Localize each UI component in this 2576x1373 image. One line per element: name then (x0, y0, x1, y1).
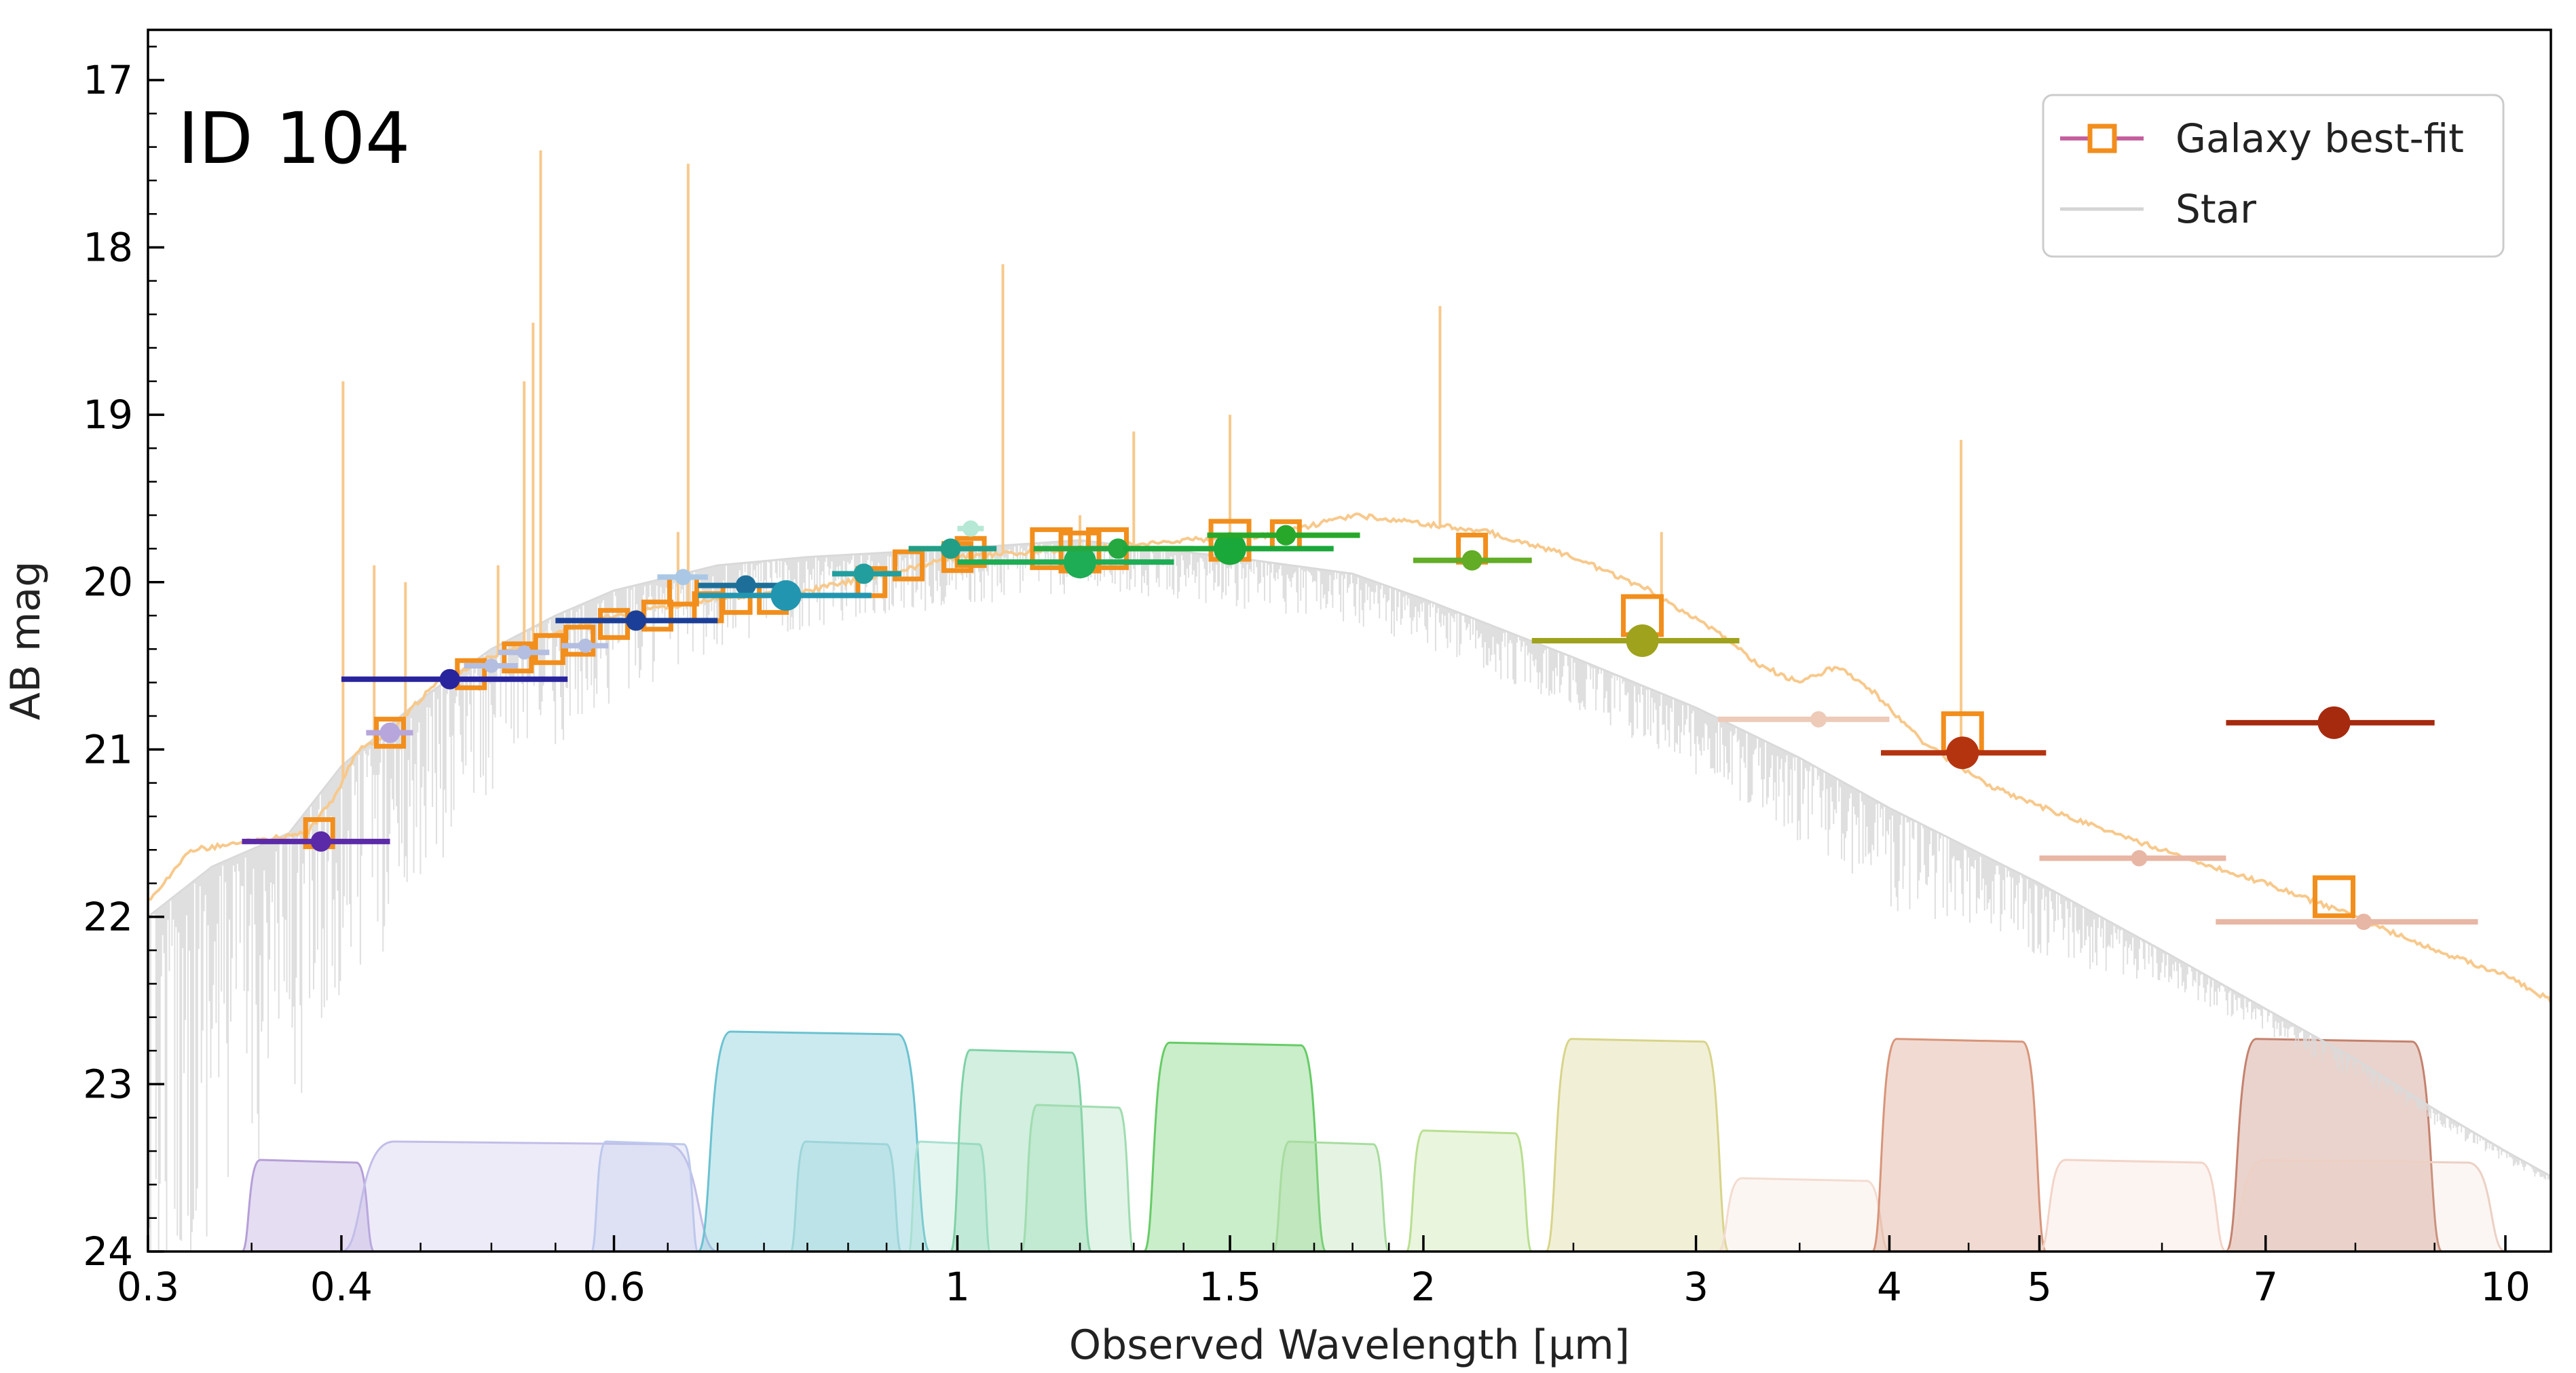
filter-curve-6 (950, 1049, 1092, 1252)
filter-curve-15 (2225, 1038, 2444, 1252)
y-tick-label-0: 17 (83, 57, 133, 103)
plot-frame (147, 29, 2552, 1253)
data-point-23 (2355, 914, 2372, 930)
legend-star-label: Star (2176, 186, 2256, 232)
chart-title: ID 104 (178, 97, 410, 180)
x-tick-label-9: 7 (2253, 1264, 2278, 1310)
filter-curve-0 (240, 1159, 375, 1252)
model-point-13 (893, 549, 925, 582)
y-tick-label-6: 23 (83, 1061, 133, 1107)
data-point-12 (963, 520, 979, 537)
x-tick-label-10: 10 (2480, 1264, 2531, 1310)
filter-curve-13 (1871, 1038, 2047, 1252)
data-point-10 (853, 563, 874, 584)
data-point-0 (310, 831, 331, 852)
data-point-16 (1275, 525, 1296, 546)
filter-curve-4 (789, 1140, 903, 1252)
y-tick-label-2: 19 (83, 392, 133, 438)
model-point-3 (502, 641, 534, 674)
model-point-5 (563, 624, 596, 657)
y-axis-label: AB mag (2, 561, 50, 721)
x-tick-label-5: 2 (1411, 1264, 1436, 1310)
legend: Galaxy best-fit Star (2042, 94, 2505, 258)
data-point-5 (578, 638, 593, 653)
data-point-11 (940, 538, 961, 559)
y-tick-label-7: 24 (83, 1228, 133, 1275)
x-tick-label-8: 5 (2027, 1264, 2052, 1310)
data-point-13 (1064, 546, 1097, 579)
y-tick-label-3: 20 (83, 559, 133, 605)
model-point-4 (533, 633, 565, 665)
data-point-1 (379, 722, 400, 743)
y-tick-label-4: 21 (83, 726, 133, 772)
x-tick-label-6: 3 (1683, 1264, 1709, 1310)
data-point-6 (625, 610, 646, 631)
data-point-15 (1214, 532, 1247, 565)
model-point-24 (2313, 875, 2356, 918)
data-point-7 (675, 569, 692, 586)
filter-curve-11 (1545, 1038, 1730, 1252)
data-point-14 (1108, 538, 1129, 559)
data-point-2 (439, 669, 460, 690)
filter-curve-12 (1717, 1177, 1890, 1252)
data-point-4 (517, 645, 531, 660)
legend-galaxy-marker (2087, 124, 2117, 153)
observed-photometry (242, 520, 2478, 930)
filter-curve-9 (1272, 1140, 1390, 1252)
x-axis-label: Observed Wavelength [μm] (1069, 1321, 1630, 1369)
data-point-3 (484, 658, 499, 673)
data-point-17 (1461, 550, 1482, 571)
data-point-19 (1810, 711, 1827, 728)
x-tick-label-0: 0.3 (117, 1264, 179, 1310)
data-point-8 (735, 575, 756, 596)
filter-curve-5 (908, 1140, 992, 1252)
filter-curve-2 (590, 1140, 699, 1252)
data-point-20 (1946, 736, 1979, 770)
legend-galaxy-label: Galaxy best-fit (2176, 115, 2464, 162)
x-tick-label-4: 1.5 (1199, 1264, 1261, 1310)
x-tick-label-2: 0.6 (582, 1264, 645, 1310)
filter-curve-14 (2038, 1159, 2227, 1252)
data-point-9 (770, 580, 802, 611)
y-tick-label-5: 22 (83, 894, 133, 940)
x-tick-label-1: 0.4 (310, 1264, 373, 1310)
filter-curve-16 (2225, 1159, 2506, 1252)
filter-curve-7 (1020, 1104, 1135, 1252)
data-point-22 (2317, 706, 2351, 739)
data-point-21 (2131, 850, 2148, 867)
data-point-18 (1626, 624, 1659, 657)
legend-box (2042, 94, 2505, 258)
filter-curves (240, 1030, 2506, 1252)
x-tick-label-3: 1 (945, 1264, 970, 1310)
filter-curve-10 (1405, 1129, 1533, 1252)
y-tick-label-1: 18 (83, 225, 133, 271)
x-tick-label-7: 4 (1877, 1264, 1902, 1310)
